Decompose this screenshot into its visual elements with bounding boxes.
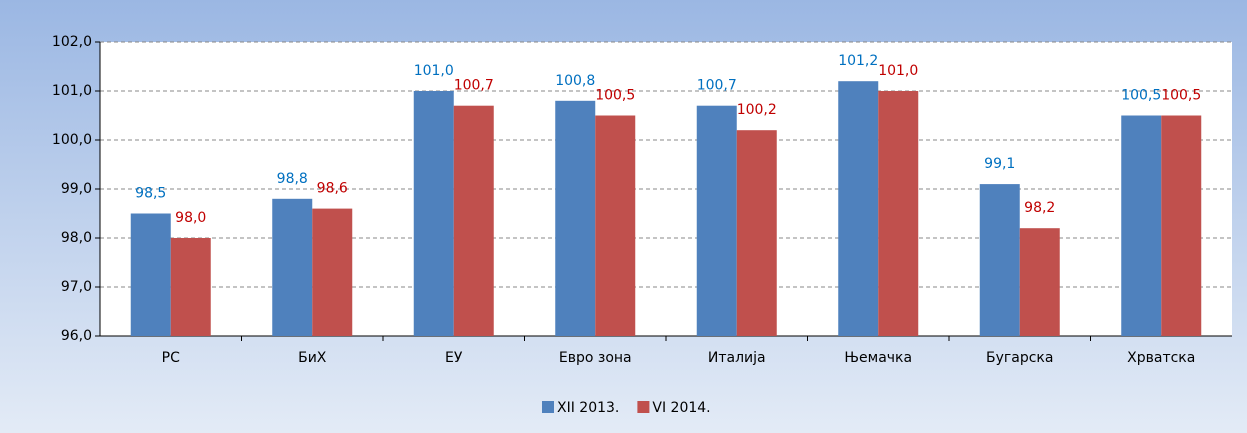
y-tick-label: 101,0 <box>52 83 92 99</box>
legend-label: VI 2014. <box>652 400 710 416</box>
legend-swatch <box>542 401 554 413</box>
bar <box>736 130 777 336</box>
y-tick-label: 102,0 <box>52 34 92 50</box>
x-tick-label: Бугарска <box>986 350 1053 366</box>
data-label: 100,5 <box>1121 88 1161 104</box>
data-label: 100,5 <box>595 88 635 104</box>
y-tick-label: 99,0 <box>61 181 92 197</box>
x-tick-label: Италија <box>708 350 766 366</box>
x-tick-label: Њемачка <box>844 350 912 366</box>
data-label: 100,8 <box>555 73 595 89</box>
data-label: 98,6 <box>317 181 348 197</box>
bar <box>312 208 353 336</box>
data-label: 101,2 <box>838 53 878 69</box>
y-tick-label: 97,0 <box>61 279 92 295</box>
y-tick-label: 100,0 <box>52 132 92 148</box>
bar <box>1121 115 1162 336</box>
x-tick-label: БиХ <box>298 350 327 366</box>
bar <box>170 238 211 336</box>
x-tick-label: Хрватска <box>1127 350 1195 366</box>
legend-label: XII 2013. <box>557 400 619 416</box>
y-tick-label: 98,0 <box>61 230 92 246</box>
data-label: 100,7 <box>454 78 494 94</box>
y-tick-label: 96,0 <box>61 328 92 344</box>
data-label: 98,5 <box>135 186 166 202</box>
legend-swatch <box>637 401 650 413</box>
data-label: 98,8 <box>277 171 308 187</box>
bar <box>130 213 171 336</box>
x-tick-label: РС <box>162 350 180 366</box>
bar <box>979 184 1020 336</box>
bar <box>413 91 454 336</box>
x-tick-label: ЕУ <box>445 350 463 366</box>
data-label: 100,2 <box>737 102 777 118</box>
data-label: 100,5 <box>1161 88 1201 104</box>
data-label: 100,7 <box>697 78 737 94</box>
data-label: 98,2 <box>1024 200 1055 216</box>
x-tick-label: Евро зона <box>559 350 632 366</box>
bar <box>838 81 879 336</box>
data-label: 101,0 <box>878 63 918 79</box>
data-label: 99,1 <box>984 156 1015 172</box>
bar <box>878 91 919 336</box>
bar <box>1161 115 1202 336</box>
bar <box>272 198 313 336</box>
bar <box>1019 228 1060 336</box>
bar <box>453 105 494 336</box>
data-label: 101,0 <box>414 63 454 79</box>
bar <box>555 100 596 336</box>
data-label: 98,0 <box>175 210 206 226</box>
bar <box>595 115 636 336</box>
bar <box>696 105 737 336</box>
